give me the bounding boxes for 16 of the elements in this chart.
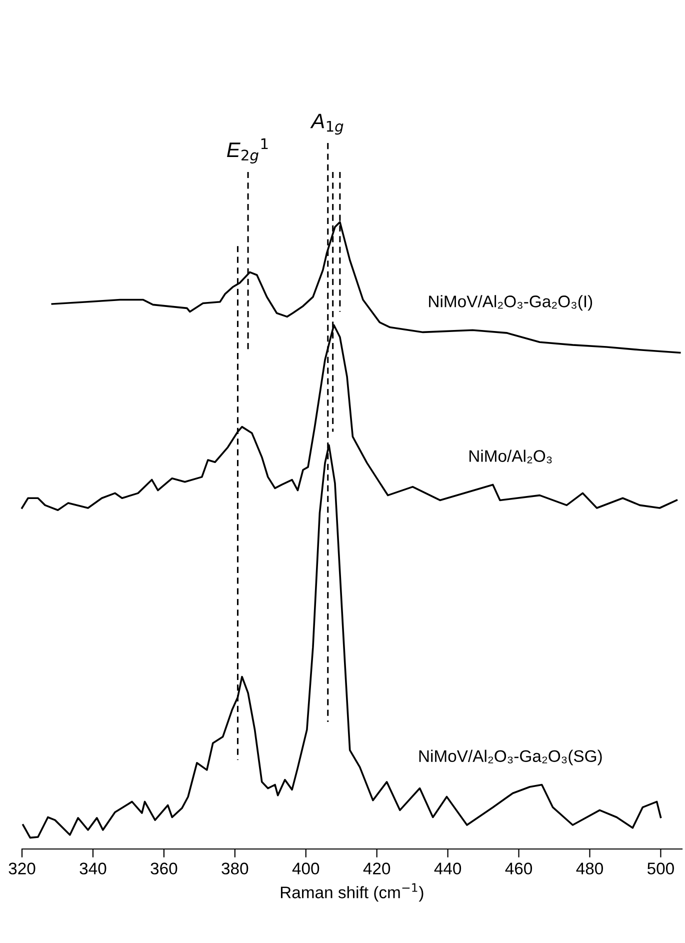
x-tick-label: 380 [222, 862, 248, 874]
series-label: NiMo/Al₂O₃ [469, 450, 552, 464]
annotation: A$_{1g}$ [310, 114, 344, 135]
series-label: NiMoV/Al₂O₃-Ga₂O₃(SG) [419, 750, 602, 766]
annotation: E$_{2g}$$^{1}$ [227, 138, 268, 164]
x-tick-label: 440 [434, 862, 462, 874]
x-tick-label: 500 [647, 862, 674, 874]
x-tick-label: 480 [576, 862, 603, 874]
x-axis-title: Raman shift (cm$^{−1}$) [280, 883, 424, 902]
x-tick-label: 400 [292, 862, 320, 874]
x-tick-label: 320 [8, 862, 36, 874]
x-tick-label: 360 [150, 862, 178, 874]
x-tick-label: 340 [80, 862, 106, 874]
x-tick-label: 460 [505, 862, 532, 874]
series-label: NiMoV/Al₂O₃-Ga₂O₃(I) [429, 295, 592, 311]
x-tick-label: 420 [363, 862, 390, 874]
